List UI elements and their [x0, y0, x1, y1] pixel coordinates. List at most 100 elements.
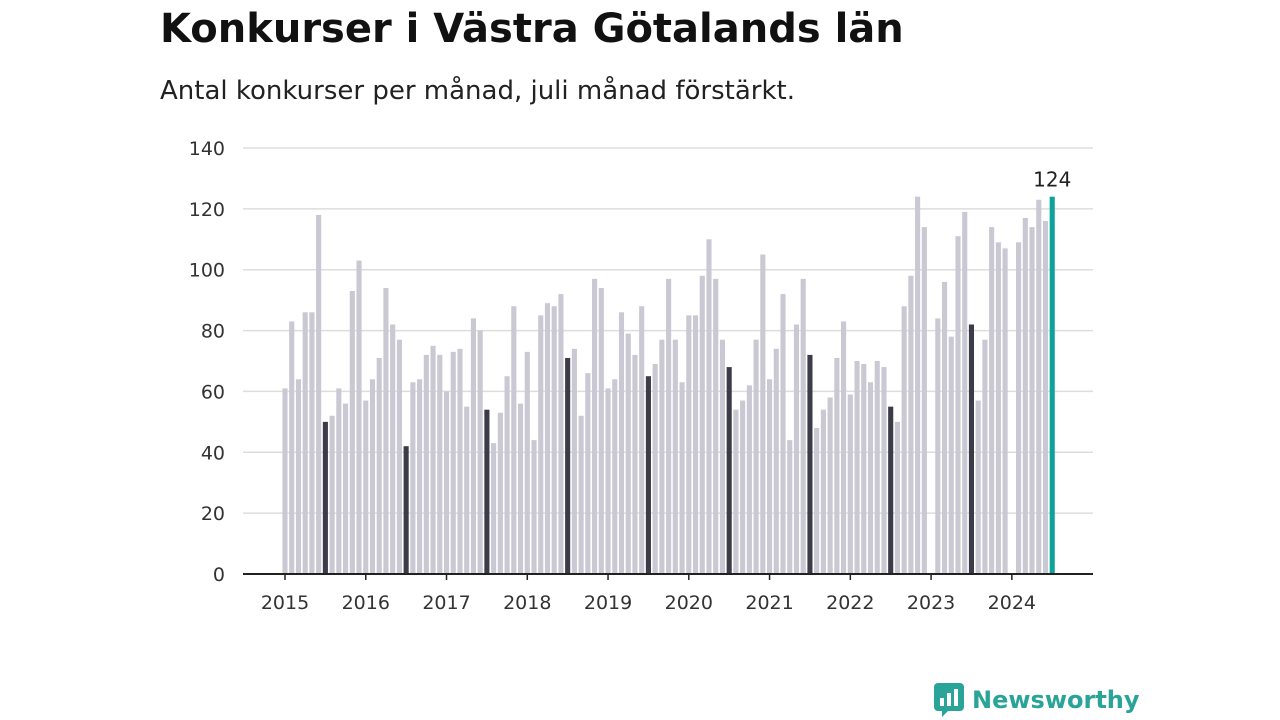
month-bar: [773, 348, 779, 574]
month-bar: [518, 403, 524, 574]
month-bar: [793, 324, 800, 574]
newsworthy-brand: Newsworthy: [934, 683, 1140, 717]
month-bar: [491, 443, 497, 574]
chart-subtitle: Antal konkurser per månad, juli månad fö…: [160, 76, 795, 106]
july-bar: [565, 357, 571, 574]
month-bar: [699, 275, 705, 574]
month-bar: [652, 364, 658, 574]
month-bar: [295, 379, 302, 574]
x-tick-label: 2015: [261, 592, 309, 614]
month-bar: [672, 339, 678, 574]
month-bar: [874, 361, 880, 574]
month-bar: [1029, 227, 1035, 575]
month-bar: [867, 382, 874, 574]
month-bar: [531, 440, 537, 574]
month-bar: [450, 351, 456, 574]
y-tick-label: 20: [201, 503, 225, 525]
month-bar: [827, 397, 833, 574]
month-bar: [538, 315, 544, 574]
month-bar: [558, 294, 564, 574]
month-bar: [894, 421, 900, 574]
month-bar: [470, 318, 476, 574]
month-bar: [908, 275, 914, 574]
month-bar: [497, 412, 503, 574]
y-tick-label: 60: [201, 381, 225, 403]
month-bar: [706, 239, 712, 575]
month-bar: [740, 400, 746, 574]
july-bar: [888, 406, 894, 574]
month-bar: [820, 409, 826, 574]
month-bar: [336, 388, 342, 574]
month-bar: [383, 287, 389, 574]
month-bar: [585, 373, 591, 574]
month-bar: [719, 339, 725, 574]
month-bar: [780, 294, 786, 574]
newsworthy-logo-icon: [934, 683, 964, 717]
y-tick-label: 0: [213, 564, 225, 586]
month-bar: [901, 306, 907, 574]
month-bar: [464, 406, 470, 574]
month-bar: [854, 361, 860, 574]
month-bar: [349, 291, 355, 574]
july-bar: [968, 324, 975, 574]
month-bar: [423, 354, 429, 574]
month-bar: [625, 333, 631, 574]
month-bar: [814, 427, 820, 574]
y-tick-label: 120: [189, 199, 225, 221]
month-bar: [356, 260, 362, 574]
month-bar: [679, 382, 685, 574]
month-bar: [686, 315, 692, 574]
month-bar: [544, 303, 551, 574]
month-bar: [982, 339, 988, 574]
brand-name: Newsworthy: [972, 686, 1140, 714]
july-bar: [726, 367, 732, 574]
month-bar: [666, 278, 672, 574]
month-bar: [962, 211, 968, 574]
month-bar: [746, 385, 752, 574]
month-bar: [612, 379, 618, 574]
month-bar: [753, 339, 759, 574]
month-bar: [800, 278, 806, 574]
month-bar: [713, 278, 719, 574]
month-bar: [430, 345, 436, 574]
month-bar: [632, 354, 638, 574]
month-bar: [618, 312, 625, 574]
month-bar: [363, 400, 369, 574]
month-bar: [733, 409, 739, 574]
x-tick-label: 2020: [665, 592, 713, 614]
month-bar: [760, 254, 766, 574]
month-bar: [571, 348, 577, 574]
x-tick-label: 2022: [826, 592, 874, 614]
month-bar: [457, 348, 463, 574]
month-bar: [329, 415, 335, 574]
month-bar: [915, 196, 921, 574]
x-tick-label: 2018: [503, 592, 551, 614]
month-bar: [861, 364, 867, 574]
y-tick-label: 100: [189, 260, 225, 282]
month-bar: [417, 379, 423, 574]
month-bar: [1016, 242, 1022, 574]
x-tick-label: 2016: [342, 592, 390, 614]
month-bar: [834, 357, 840, 574]
month-bar: [410, 382, 416, 574]
month-bar: [282, 388, 288, 574]
month-bar: [477, 330, 483, 574]
month-bar: [369, 379, 376, 574]
month-bar: [639, 306, 645, 574]
month-bar: [881, 367, 887, 574]
month-bar: [376, 357, 382, 574]
month-bar: [309, 312, 315, 574]
month-bar: [598, 287, 604, 574]
y-tick-label: 80: [201, 321, 225, 343]
month-bar: [995, 242, 1001, 574]
x-tick-label: 2023: [907, 592, 955, 614]
month-bar: [578, 415, 584, 574]
month-bar: [316, 214, 322, 574]
july-bar: [645, 376, 651, 574]
month-bar: [289, 321, 295, 574]
month-bar: [396, 339, 402, 574]
july-bar: [484, 409, 490, 574]
month-bar: [592, 278, 598, 574]
month-bar: [941, 281, 948, 574]
month-bar: [390, 324, 396, 574]
